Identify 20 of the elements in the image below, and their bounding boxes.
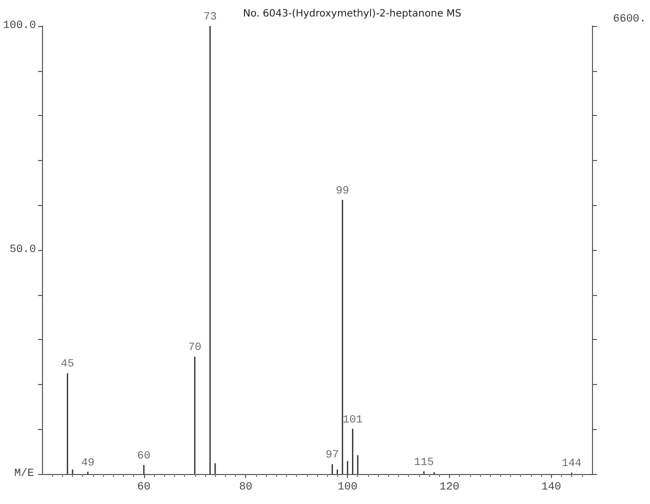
annotation: 45 (60, 358, 74, 371)
x-tick-label: 120 (440, 482, 460, 494)
annotation: 99 (336, 185, 350, 198)
text: 6600. (612, 14, 646, 26)
x-tick-label: 60 (137, 482, 150, 494)
x-tick-label: 80 (239, 482, 252, 494)
annotation: 115 (414, 456, 434, 469)
annotation: 144 (562, 458, 582, 470)
annotation: 49 (81, 457, 94, 470)
y-tick-label: 100.0 (2, 20, 36, 32)
annotation: 70 (188, 342, 202, 354)
x-tick-label: 140 (541, 482, 562, 494)
annotation: 60 (137, 450, 150, 463)
annotation: 97 (326, 450, 339, 462)
y-tick-label: 50.0 (10, 244, 36, 256)
annotation: 101 (342, 414, 363, 426)
x-tick-label: 100 (338, 482, 358, 494)
x-axis-title: M/E (14, 468, 34, 480)
annotation: 73 (203, 12, 217, 24)
chart-title: No. 6043-(Hydroxymethyl)-2-heptanone MS (243, 8, 462, 20)
